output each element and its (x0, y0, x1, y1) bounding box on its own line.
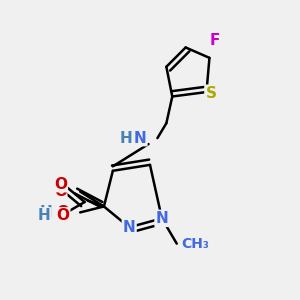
Text: S: S (206, 86, 217, 101)
Text: H: H (38, 208, 51, 223)
Text: O: O (54, 184, 67, 199)
Text: CH₃: CH₃ (181, 237, 209, 250)
Text: O: O (57, 205, 70, 220)
Text: F: F (210, 32, 220, 47)
Text: O: O (54, 177, 67, 192)
Text: H: H (39, 205, 52, 220)
Text: N: N (123, 220, 136, 235)
Text: N: N (155, 211, 168, 226)
Text: N: N (134, 130, 147, 146)
Text: H: H (120, 130, 133, 146)
Text: O: O (56, 208, 69, 223)
